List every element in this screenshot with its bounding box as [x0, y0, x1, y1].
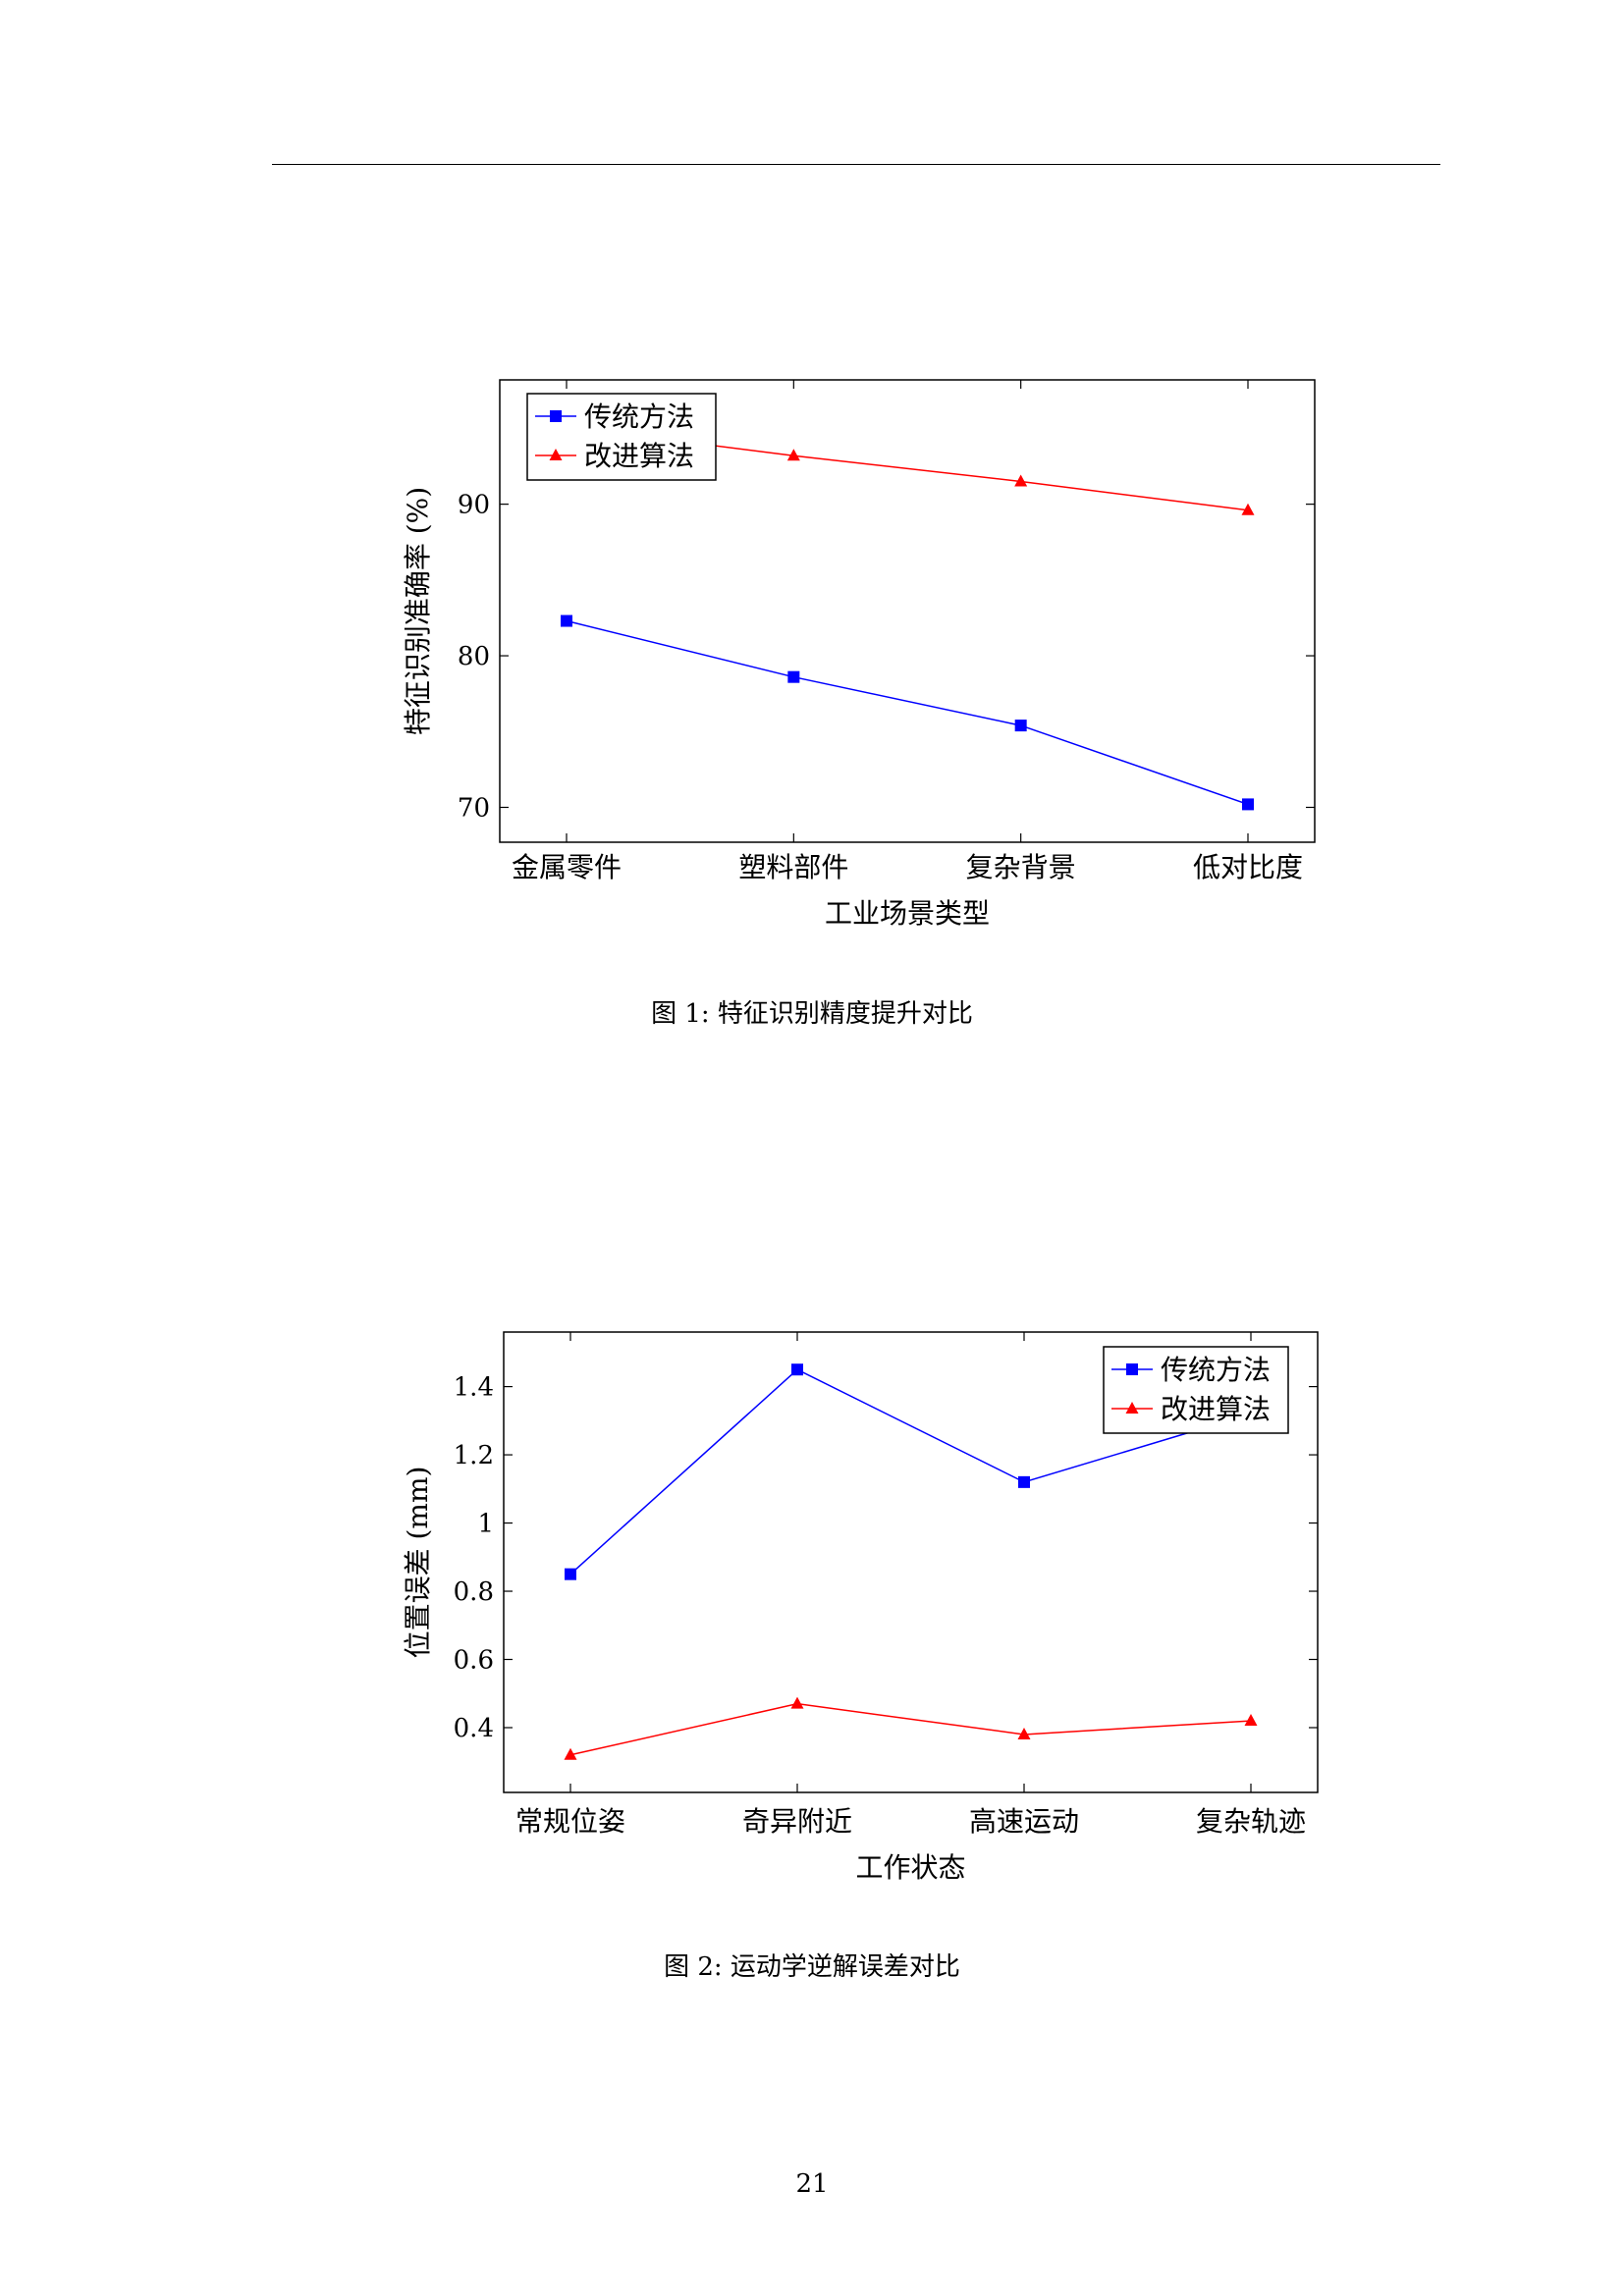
- y-tick-label: 90: [458, 491, 490, 520]
- legend-label-0: 传统方法: [584, 400, 694, 433]
- x-tick-label: 复杂背景: [966, 851, 1076, 883]
- legend-marker-0: [1126, 1363, 1138, 1375]
- plot-frame: [499, 379, 1316, 843]
- page-number: 21: [795, 2169, 829, 2199]
- data-point-1-2: [1017, 1727, 1031, 1739]
- figure-caption: 图 1: 特征识别精度提升对比: [651, 999, 973, 1029]
- y-tick-label: 0.6: [454, 1646, 494, 1676]
- data-point-0-0: [565, 1568, 576, 1580]
- legend-label-1: 改进算法: [584, 440, 694, 472]
- series-layer: [564, 1363, 1258, 1760]
- y-tick-label: 0.8: [454, 1577, 494, 1607]
- x-tick-label: 低对比度: [1193, 851, 1303, 883]
- legend-marker-0: [550, 410, 562, 422]
- x-tick-label: 高速运动: [969, 1805, 1079, 1838]
- data-point-1-1: [786, 449, 800, 461]
- x-tick-label: 塑料部件: [738, 851, 848, 883]
- y-axis-label: 位置误差 (mm): [402, 1467, 434, 1659]
- series-line-0: [566, 619, 1249, 806]
- data-point-1-3: [1241, 503, 1255, 515]
- x-axis-label: 工作状态: [855, 1851, 965, 1884]
- legend-box: [1103, 1346, 1289, 1434]
- legend-marker-1: [549, 449, 563, 460]
- data-point-0-3: [1242, 798, 1254, 811]
- plot-frame: [503, 1331, 1319, 1793]
- x-axis-label: 工业场景类型: [825, 897, 990, 930]
- figure-caption: 图 2: 运动学逆解误差对比: [664, 1952, 960, 1982]
- data-point-0-0: [561, 614, 572, 627]
- y-tick-label: 1.4: [454, 1373, 494, 1403]
- data-point-0-1: [791, 1363, 803, 1376]
- y-tick-label: 1: [477, 1510, 494, 1539]
- header-rule: [272, 164, 1440, 165]
- x-tick-label: 奇异附近: [742, 1805, 852, 1838]
- legend-label-0: 传统方法: [1161, 1354, 1271, 1386]
- data-point-1-3: [1244, 1714, 1258, 1727]
- x-tick-label: 常规位姿: [515, 1805, 625, 1838]
- data-point-0-1: [787, 670, 800, 683]
- data-point-1-0: [564, 1747, 577, 1760]
- data-point-0-2: [1018, 1475, 1030, 1488]
- y-tick-label: 80: [458, 642, 490, 671]
- legend-label-1: 改进算法: [1161, 1393, 1271, 1425]
- legend-marker-1: [1125, 1402, 1139, 1414]
- data-point-1-1: [790, 1696, 804, 1709]
- legend-box: [526, 393, 717, 481]
- y-tick-label: 1.2: [454, 1441, 494, 1470]
- data-point-0-2: [1014, 720, 1027, 732]
- y-tick-label: 70: [458, 793, 490, 823]
- data-point-1-2: [1014, 474, 1028, 487]
- series-line-0: [569, 1368, 1252, 1575]
- x-tick-label: 金属零件: [512, 851, 622, 883]
- y-tick-label: 0.4: [454, 1714, 494, 1743]
- y-axis-label: 特征识别准确率 (%): [402, 487, 434, 735]
- x-tick-label: 复杂轨迹: [1196, 1805, 1306, 1838]
- series-line-1: [569, 1702, 1252, 1756]
